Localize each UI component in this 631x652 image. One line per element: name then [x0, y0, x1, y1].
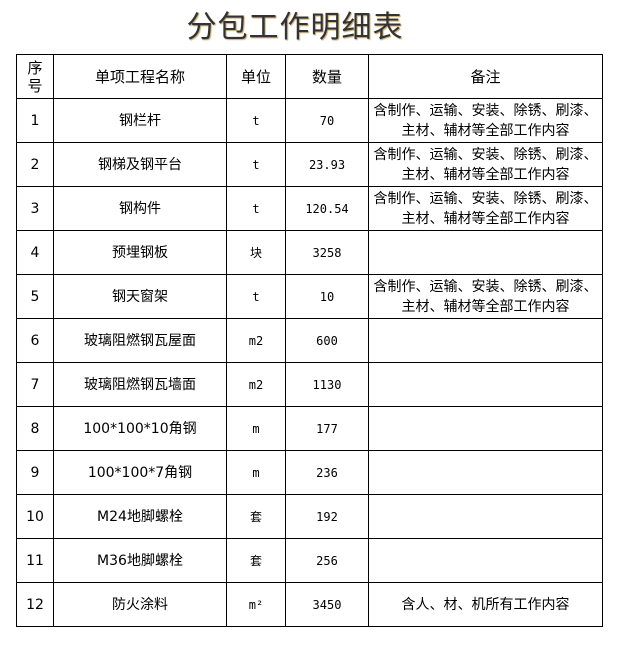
cell-unit: t [226, 142, 286, 187]
header-note: 备注 [368, 54, 603, 99]
header-row: 序号 单项工程名称 单位 数量 备注 [16, 54, 603, 99]
cell-unit: 套 [226, 538, 286, 583]
cell-name: 钢栏杆 [53, 98, 227, 143]
cell-name: 预埋钢板 [53, 230, 227, 275]
cell-note: 含制作、运输、安装、除锈、刷漆、主材、辅材等全部工作内容 [368, 142, 603, 187]
cell-unit: t [226, 274, 286, 319]
cell-unit: m2 [226, 362, 286, 407]
cell-seq: 1 [16, 98, 54, 143]
cell-name: 玻璃阻燃钢瓦屋面 [53, 318, 227, 363]
cell-name: M24地脚螺栓 [53, 494, 227, 539]
cell-name: 钢天窗架 [53, 274, 227, 319]
header-unit: 单位 [226, 54, 286, 99]
cell-qty: 3450 [285, 582, 369, 627]
cell-qty: 256 [285, 538, 369, 583]
cell-name: 100*100*10角钢 [53, 406, 227, 451]
table-row: 10 M24地脚螺栓套 192 [16, 494, 603, 539]
table-row: 11 M36地脚螺栓套 256 [16, 538, 603, 583]
table-row: 3 钢构件 t 120.54 含制作、运输、安装、除锈、刷漆、主材、辅材等全部工作内容 [16, 186, 603, 231]
cell-seq: 9 [16, 450, 54, 495]
table-row: 2 钢梯及钢平台 t 23.93 含制作、运输、安装、除锈、刷漆、主材、辅材等全部工作内… [16, 142, 603, 187]
cell-seq: 5 [16, 274, 54, 319]
cell-name: 玻璃阻燃钢瓦墙面 [53, 362, 227, 407]
cell-seq: 12 [16, 582, 54, 627]
cell-unit: m² [226, 582, 286, 627]
cell-qty: 70 [285, 98, 369, 143]
cell-note: 含制作、运输、安装、除锈、刷漆、主材、辅材等全部工作内容 [368, 274, 603, 319]
cell-name: 钢构件 [53, 186, 227, 231]
cell-note [368, 450, 603, 495]
table-row: 5 钢天窗架 t 10 含制作、运输、安装、除锈、刷漆、主材、辅材等全部工作内容 [16, 274, 603, 319]
table-row: 1 钢栏杆 t 70 含制作、运输、安装、除锈、刷漆、主材、辅材等全部工作内容 [16, 98, 603, 143]
table-row: 12 防火涂料 m² 3450 含人、材、机所有工作内容 [16, 582, 603, 627]
cell-qty: 177 [285, 406, 369, 451]
cell-note: 含制作、运输、安装、除锈、刷漆、主材、辅材等全部工作内容 [368, 186, 603, 231]
cell-unit: 块 [226, 230, 286, 275]
table-row: 7 玻璃阻燃钢瓦墙面 m2 1130 [16, 362, 603, 407]
cell-seq: 3 [16, 186, 54, 231]
cell-name: 防火涂料 [53, 582, 227, 627]
header-qty: 数量 [285, 54, 369, 99]
cell-note [368, 406, 603, 451]
cell-seq: 11 [16, 538, 54, 583]
cell-note [368, 538, 603, 583]
cell-note [368, 494, 603, 539]
cell-unit: m [226, 406, 286, 451]
cell-note: 含人、材、机所有工作内容 [368, 582, 603, 627]
cell-seq: 7 [16, 362, 54, 407]
table-row: 8 100*100*10角钢 m 177 [16, 406, 603, 451]
cell-seq: 6 [16, 318, 54, 363]
table-row: 6 玻璃阻燃钢瓦屋面 m2 600 [16, 318, 603, 363]
cell-qty: 10 [285, 274, 369, 319]
cell-note: 含制作、运输、安装、除锈、刷漆、主材、辅材等全部工作内容 [368, 98, 603, 143]
work-detail-table: 序号 单项工程名称 单位 数量 备注 1 钢栏杆 t 70 含制作、运输、安装、除锈、刷… [16, 54, 603, 627]
cell-qty: 1130 [285, 362, 369, 407]
cell-qty: 23.93 [285, 142, 369, 187]
cell-qty: 192 [285, 494, 369, 539]
cell-unit: t [226, 98, 286, 143]
cell-qty: 236 [285, 450, 369, 495]
table-row: 4 预埋钢板块 3258 [16, 230, 603, 275]
cell-qty: 120.54 [285, 186, 369, 231]
cell-seq: 2 [16, 142, 54, 187]
cell-note [368, 230, 603, 275]
cell-unit: m2 [226, 318, 286, 363]
cell-name: 钢梯及钢平台 [53, 142, 227, 187]
table-row: 9 100*100*7角钢 m 236 [16, 450, 603, 495]
cell-unit: 套 [226, 494, 286, 539]
cell-qty: 3258 [285, 230, 369, 275]
cell-seq: 8 [16, 406, 54, 451]
cell-note [368, 318, 603, 363]
cell-qty: 600 [285, 318, 369, 363]
page-title: 分包工作明细表 [186, 10, 404, 45]
cell-name: 100*100*7角钢 [53, 450, 227, 495]
header-name: 单项工程名称 [53, 54, 227, 99]
cell-seq: 10 [16, 494, 54, 539]
cell-unit: t [226, 186, 286, 231]
cell-seq: 4 [16, 230, 54, 275]
cell-note [368, 362, 603, 407]
header-seq: 序号 [16, 54, 54, 99]
cell-unit: m [226, 450, 286, 495]
cell-name: M36地脚螺栓 [53, 538, 227, 583]
